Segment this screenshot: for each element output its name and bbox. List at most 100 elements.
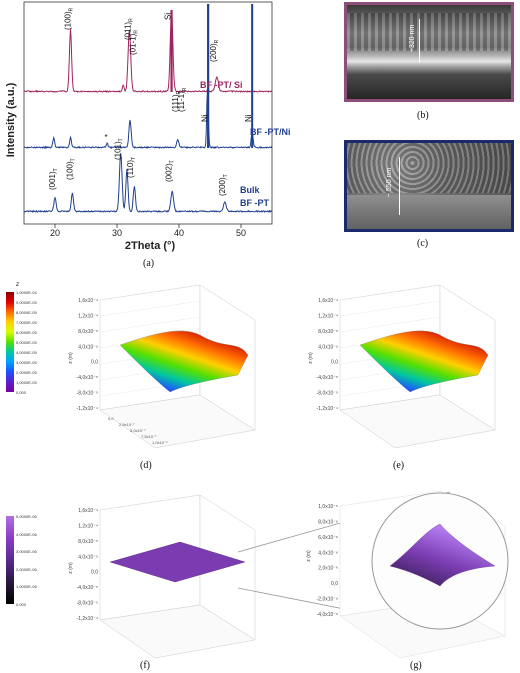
zlabel-e: z (m) (308, 352, 314, 364)
z-tick-label: -8,0x10⁻⁵ (77, 601, 98, 607)
z-tick-label: 1,6x10⁻⁴ (318, 298, 338, 304)
x-tick-label: 0,0 (108, 416, 114, 421)
xrd-chart: (100)R (011)R(01-1)R Si (200)R * (111)R(11-1)… (5, 1, 291, 252)
legend-bulk-1: Bulk (240, 185, 260, 195)
xrd-peak-label: (200)T (218, 174, 229, 196)
z-tick-label: 8,0x10⁻⁵ (318, 329, 338, 335)
z-tick-label: 4,0x10⁻⁵ (78, 344, 98, 350)
xrd-peak-label: Ni (201, 114, 210, 122)
z-tick-label: -1,2x10⁻⁴ (317, 406, 338, 412)
z-tick-label: 0,0 (91, 360, 98, 366)
z-tick-label: 1,2x10⁻⁴ (78, 313, 98, 319)
z-tick-label: 8,0x10⁻⁵ (78, 329, 98, 335)
z-tick-label: 4,0x10⁻⁵ (318, 344, 338, 350)
z-tick-label: -8,0x10⁻⁵ (317, 391, 338, 397)
z-tick-label: -8,0x10⁻⁵ (77, 391, 98, 397)
z-tick-label: 2,0x10⁻⁶ (318, 566, 338, 572)
colorbar-tick-label: 5,0000E-05 (16, 340, 37, 345)
panel-label-f: (f) (140, 660, 150, 671)
z-tick-label: 4,0x10⁻⁵ (78, 554, 98, 560)
colorbar-tick-label: 6,0000E-05 (16, 330, 37, 335)
xrd-peak-label: (01-1)R (129, 30, 140, 55)
colorbar-tick-label: 1,0000E-05 (16, 380, 37, 385)
xrd-x-axis-label: 2Theta (°) (125, 240, 176, 252)
sem-image-si: ~320 nm (344, 2, 514, 102)
zlabel-d: z (m) (68, 352, 74, 364)
colorbar-tick-label: 1,0000E-04 (16, 290, 37, 295)
surface-plot-g: 1,0x10⁻⁵ 8,0x10⁻⁶ 6,0x10⁻⁶ 4,0x10⁻⁶ 2,0x10⁻⁶… (306, 490, 509, 659)
xrd-peak-label: Ni (244, 114, 253, 122)
z-tick-label: 8,0x10⁻⁶ (318, 519, 338, 525)
z-tick-label: -1,2x10⁻⁴ (77, 406, 98, 412)
z-tick-label: -2,0x10⁻⁶ (317, 597, 338, 603)
z-tick-label: -4,0x10⁻⁵ (77, 585, 98, 591)
legend-si: BF -PT/ Si (200, 80, 243, 90)
xrd-peak-label: (101)T (114, 138, 125, 160)
xrd-xtick-label: 30 (112, 228, 122, 238)
z-tick-label: 1,2x10⁻⁴ (318, 313, 338, 319)
z-tick-label: 4,0x10⁻⁶ (318, 550, 338, 556)
xrd-peak-label: (100)R (64, 7, 75, 30)
colorbar-d-title: z (16, 282, 19, 288)
colorbar-tick-label: 3,0000E-06 (16, 549, 37, 555)
colorbar-tick-label: 2,0000E-06 (16, 566, 37, 572)
z-tick-label: 1,6x10⁻⁴ (78, 508, 98, 514)
xrd-peak-label: (11-1)R (177, 87, 188, 112)
z-tick-label: -1,2x10⁻⁴ (77, 616, 98, 622)
xrd-peak-label: (001)T (48, 168, 59, 190)
xrd-panel: (100)R (011)R (01-1)R Si (200)R * (111)R (11-1)… (0, 0, 300, 270)
colorbar-d: z 1,0000E-04 9,0000E-05 8,0000E-05 7,0000E-… (2, 282, 62, 412)
z-tick-label: 0,0 (331, 360, 338, 366)
xrd-xtick-label: 40 (174, 228, 184, 238)
xrd-curve-bulk (23, 153, 273, 213)
xrd-asterisk: * (104, 133, 107, 142)
z-tick-label: -4,0x10⁻⁵ (317, 375, 338, 381)
colorbar-tick-label: 2,0000E-05 (16, 370, 37, 375)
sem-scale-line-b (419, 19, 420, 63)
sem-scale-text-c: ~ 550 nm (386, 167, 394, 198)
colorbar-tick-label: 4,0000E-05 (16, 350, 37, 355)
sem-image-ni: ~ 550 nm (344, 140, 514, 232)
xrd-xtick-label: 20 (50, 228, 60, 238)
xrd-peak-label: (200)R (209, 39, 220, 62)
colorbar-f: 5,0000E-06 4,0000E-06 3,0000E-06 2,0000E-06… (2, 512, 62, 612)
xrd-curve-ni (23, 87, 273, 150)
xrd-y-axis-label: Intensity (a.u.) (5, 82, 17, 157)
surface-plot-d: 1,6x10⁻⁴ 1,2x10⁻⁴ 8,0x10⁻⁵ 4,0x10⁻⁵ 0,0 -4,0x… (68, 284, 256, 449)
colorbar-tick-label: 1,0000E-06 (16, 584, 37, 590)
zlabel-f: z (m) (68, 562, 74, 574)
z-tick-label: -4,0x10⁻⁶ (317, 612, 338, 618)
colorbar-tick-label: 0,000 (16, 602, 27, 607)
xrd-peak-label: (110)T (126, 157, 137, 178)
legend-ni: BF -PT/Ni (250, 127, 291, 137)
colorbar-tick-label: 3,0000E-05 (16, 360, 37, 365)
x-tick-label: 2,5x10⁻⁷ (119, 422, 135, 427)
z-tick-label: 0,0 (331, 581, 338, 587)
xrd-peak-label: (011)R (124, 18, 135, 40)
z-tick-label: -4,0x10⁻⁵ (77, 375, 98, 381)
x-tick-label: 5,0x10⁻⁷ (130, 428, 146, 433)
z-tick-label: 1,6x10⁻⁴ (78, 298, 98, 304)
z-tick-label: 6,0x10⁻⁶ (318, 535, 338, 541)
sem-scale-line-c (399, 157, 400, 215)
xrd-peak-label: (100)T (65, 158, 76, 180)
z-tick-label: 0,0 (91, 570, 98, 576)
colorbar-tick-label: 5,0000E-06 (16, 514, 37, 519)
sem-scale-text-b: ~320 nm (409, 24, 417, 53)
xrd-peak-label: Si (163, 13, 172, 20)
panel-label-a: (a) (143, 258, 155, 269)
xrd-peak-label: (002)T (165, 160, 176, 182)
colorbar-tick-label: 7,0000E-05 (16, 320, 37, 325)
zlabel-g: z (m) (306, 550, 312, 562)
colorbar-tick-label: 8,0000E-05 (16, 310, 37, 315)
panel-label-g: (g) (410, 660, 422, 671)
colorbar-tick-label: 4,0000E-06 (16, 531, 37, 537)
z-tick-label: 8,0x10⁻⁵ (78, 539, 98, 545)
xrd-peak-label: (111)R (171, 91, 182, 113)
colorbar-tick-label: 0,000 (16, 390, 27, 395)
surface-plot-e: 1,6x10⁻⁴ 1,2x10⁻⁴ 8,0x10⁻⁵ 4,0x10⁻⁵ 0,0 -4,0x… (308, 284, 496, 449)
panel-label-b: (b) (417, 110, 429, 121)
legend-bulk-2: BF -PT (240, 198, 269, 208)
x-tick-label: 1,0x10⁻⁶ (152, 440, 168, 445)
x-tick-label: 7,5x10⁻⁷ (141, 434, 157, 439)
